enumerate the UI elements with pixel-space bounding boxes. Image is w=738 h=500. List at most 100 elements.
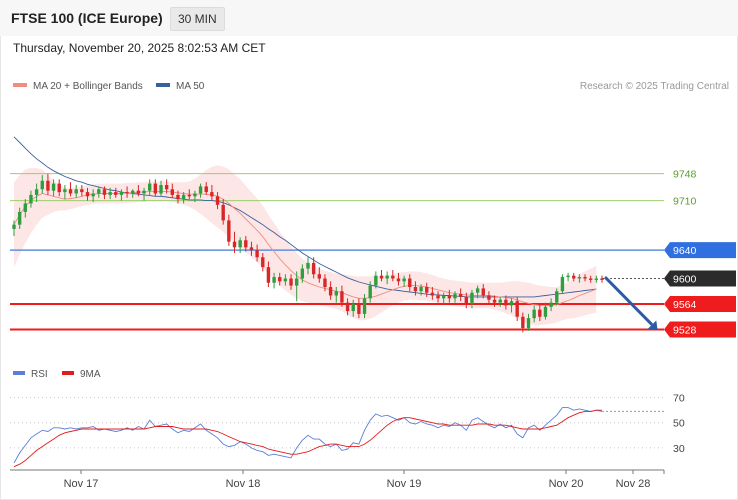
candle xyxy=(385,271,389,285)
candle xyxy=(294,271,299,302)
candle xyxy=(572,272,576,282)
candle-body xyxy=(34,189,39,195)
candle xyxy=(345,298,350,316)
candle-body xyxy=(119,192,124,195)
candle xyxy=(119,189,124,201)
candle xyxy=(357,298,361,319)
candle xyxy=(147,179,152,195)
candle-body xyxy=(560,277,565,292)
candle xyxy=(80,185,84,197)
candle-body xyxy=(323,278,327,287)
candle-body xyxy=(142,190,146,194)
level-label-9528: 9528 xyxy=(673,325,697,337)
candle xyxy=(283,274,288,286)
candle xyxy=(300,264,305,283)
candle xyxy=(515,296,519,321)
candle-body xyxy=(453,294,457,299)
candle xyxy=(74,185,78,198)
candle-body xyxy=(509,301,514,306)
candle xyxy=(453,291,457,303)
x-tick-label: Nov 20 xyxy=(549,478,584,490)
candle-body xyxy=(492,299,497,303)
candle xyxy=(249,241,254,256)
rsi-tick-30: 30 xyxy=(673,443,685,455)
candle-body xyxy=(181,194,186,200)
candle-body xyxy=(447,295,452,299)
candle xyxy=(108,187,112,200)
candle xyxy=(436,291,440,303)
legend-item-ma50[interactable]: MA 50 xyxy=(156,81,204,92)
rsi-tick-70: 70 xyxy=(673,393,685,405)
candle-body xyxy=(430,292,435,296)
candle xyxy=(181,192,186,204)
candle-body xyxy=(102,189,107,195)
candle xyxy=(577,274,582,283)
candle-body xyxy=(232,241,237,248)
candle xyxy=(487,291,491,304)
legend-swatch-ma20 xyxy=(13,83,27,88)
candle-body xyxy=(294,278,299,286)
candle-body xyxy=(210,192,214,197)
legend-swatch-ma50 xyxy=(156,83,170,88)
candle-body xyxy=(396,278,401,282)
candle-body xyxy=(136,190,141,194)
candle xyxy=(447,289,452,303)
candle xyxy=(504,295,508,310)
candle-body xyxy=(51,183,56,191)
candle-body xyxy=(588,278,593,280)
candle xyxy=(594,275,599,283)
candle xyxy=(419,284,423,296)
candle xyxy=(255,244,259,262)
legend-item-rsi[interactable]: RSI xyxy=(13,369,48,380)
candle-body xyxy=(238,240,242,248)
candle xyxy=(334,287,338,303)
legend-item-9ma[interactable]: 9MA xyxy=(62,369,101,380)
candle-body xyxy=(543,306,548,317)
candle-body xyxy=(80,189,84,193)
candle-body xyxy=(289,278,293,286)
candle xyxy=(187,189,191,200)
candle-body xyxy=(266,267,271,283)
candle xyxy=(210,185,214,201)
candle xyxy=(232,231,237,253)
candle-body xyxy=(379,275,384,279)
candle xyxy=(492,295,497,307)
candle xyxy=(351,299,355,317)
candle-body xyxy=(125,192,129,194)
candle-body xyxy=(345,302,350,312)
candle xyxy=(509,298,514,313)
candle xyxy=(68,182,73,197)
candle-body xyxy=(85,192,90,197)
candle-body xyxy=(131,190,135,194)
candle xyxy=(272,272,276,289)
candle-body xyxy=(368,285,372,299)
candle-body xyxy=(244,240,248,248)
timeframe-button[interactable]: 30 MIN xyxy=(170,7,225,31)
candle-body xyxy=(176,194,180,200)
candle-body xyxy=(600,278,604,280)
candle-body xyxy=(515,301,519,317)
candle xyxy=(227,214,231,246)
candle xyxy=(391,270,395,282)
candle-body xyxy=(566,275,570,278)
candle xyxy=(12,220,16,236)
candle-body xyxy=(521,316,525,329)
candle xyxy=(153,179,158,197)
candle xyxy=(368,281,372,303)
candle xyxy=(289,274,293,290)
legend-item-ma20[interactable]: MA 20 + Bollinger Bands xyxy=(13,81,143,92)
candle xyxy=(317,267,322,283)
candle-body xyxy=(408,278,412,287)
candle-body xyxy=(374,275,378,286)
candle xyxy=(266,261,271,287)
legend-swatch-9ma xyxy=(62,371,74,376)
candle xyxy=(125,186,129,198)
candle-body xyxy=(572,275,576,279)
candle xyxy=(198,183,203,198)
candle-body xyxy=(311,262,316,275)
candle-body xyxy=(391,275,395,279)
candle-body xyxy=(283,278,288,282)
x-tick-label: Nov 28 xyxy=(616,478,651,490)
candle-body xyxy=(204,186,208,193)
